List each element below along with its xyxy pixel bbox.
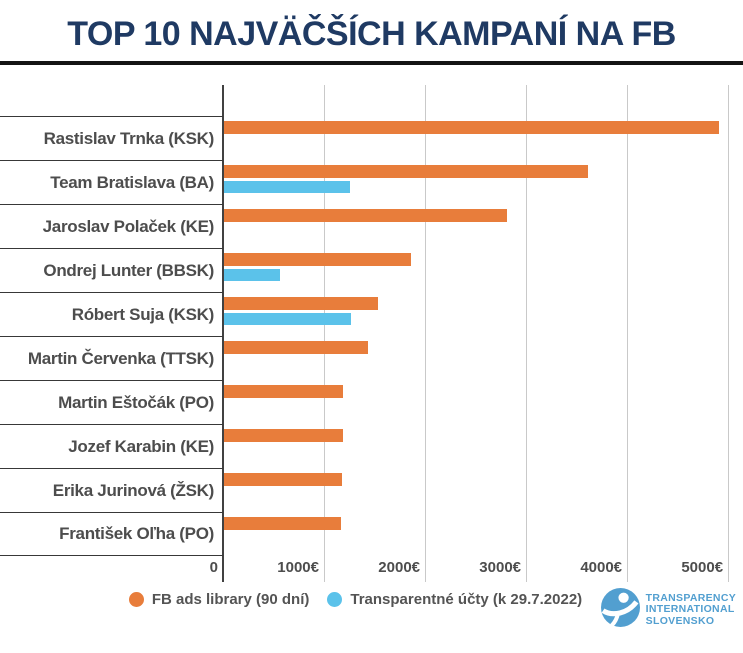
bar-group bbox=[223, 468, 743, 512]
bar-group bbox=[223, 248, 743, 292]
legend-label: Transparentné účty (k 29.7.2022) bbox=[350, 591, 583, 608]
category-label: Team Bratislava (BA) bbox=[0, 160, 223, 204]
bar-fb-ads bbox=[224, 165, 588, 178]
category-label: František Oľha (PO) bbox=[0, 512, 223, 556]
chart-row: Róbert Suja (KSK) bbox=[0, 292, 743, 336]
grid-line-3000 bbox=[526, 85, 528, 582]
bar-transparent-account bbox=[224, 181, 351, 193]
bar-fb-ads bbox=[224, 473, 342, 486]
legend-swatch-orange-icon bbox=[128, 592, 144, 607]
chart-row: Rastislav Trnka (KSK) bbox=[0, 116, 743, 160]
bar-fb-ads bbox=[224, 121, 719, 134]
grid-line-1000 bbox=[324, 85, 325, 582]
bar-group bbox=[223, 116, 743, 160]
bar-fb-ads bbox=[224, 429, 343, 442]
category-label: Jozef Karabin (KE) bbox=[0, 424, 223, 468]
legend-item-transparent-accounts: Transparentné účty (k 29.7.2022) bbox=[327, 591, 582, 608]
bar-fb-ads bbox=[224, 385, 344, 398]
x-tick-label: 5000€ bbox=[681, 559, 724, 576]
bar-group bbox=[223, 292, 743, 336]
bar-fb-ads bbox=[224, 517, 341, 530]
chart-row: Ondrej Lunter (BBSK) bbox=[0, 248, 743, 292]
bar-group bbox=[223, 380, 743, 424]
legend-item-fb-ads: FB ads library (90 dní) bbox=[128, 591, 310, 608]
bar-fb-ads bbox=[224, 297, 378, 310]
category-label: Ondrej Lunter (BBSK) bbox=[0, 248, 223, 292]
bar-group bbox=[223, 424, 743, 468]
x-tick-label: 4000€ bbox=[580, 559, 623, 576]
bar-group bbox=[223, 336, 743, 380]
chart-row: František Oľha (PO) bbox=[0, 512, 743, 556]
x-axis-ticks: 0 1000€ 2000€ 3000€ 4000€ 5000€ bbox=[0, 556, 743, 582]
bar-group bbox=[223, 160, 743, 204]
legend-label: FB ads library (90 dní) bbox=[151, 591, 310, 608]
x-tick-label: 0 bbox=[209, 559, 218, 576]
transparency-international-logo: TRANSPARENCY INTERNATIONAL SLOVENSKO bbox=[600, 588, 736, 632]
bar-fb-ads bbox=[224, 253, 411, 266]
chart-row: Jozef Karabin (KE) bbox=[0, 424, 743, 468]
category-label: Martin Červenka (TTSK) bbox=[0, 336, 223, 380]
grid-line-2000 bbox=[425, 85, 427, 582]
grid-line-5000 bbox=[728, 85, 730, 582]
category-label: Rastislav Trnka (KSK) bbox=[0, 116, 223, 160]
bar-fb-ads bbox=[224, 209, 507, 222]
bar-transparent-account bbox=[224, 313, 352, 325]
x-tick-label: 3000€ bbox=[479, 559, 522, 576]
logo-line-3: SLOVENSKO bbox=[645, 614, 715, 627]
logo-text: TRANSPARENCY INTERNATIONAL SLOVENSKO bbox=[645, 591, 736, 628]
x-tick-label: 2000€ bbox=[378, 559, 421, 576]
category-label: Martin Eštočák (PO) bbox=[0, 380, 223, 424]
chart-rows: Rastislav Trnka (KSK) Team Bratislava (BA… bbox=[0, 116, 743, 556]
chart-row: Jaroslav Polaček (KE) bbox=[0, 204, 743, 248]
chart-legend: FB ads library (90 dní) Transparentné úč… bbox=[0, 591, 743, 608]
category-label: Jaroslav Polaček (KE) bbox=[0, 204, 223, 248]
x-tick-label: 1000€ bbox=[277, 559, 319, 576]
bar-group bbox=[223, 512, 743, 556]
bar-transparent-account bbox=[224, 269, 280, 281]
bar-fb-ads bbox=[224, 341, 369, 354]
title-underline bbox=[0, 61, 743, 65]
bar-chart: Rastislav Trnka (KSK) Team Bratislava (BA… bbox=[0, 85, 743, 582]
chart-row: Martin Eštočák (PO) bbox=[0, 380, 743, 424]
legend-swatch-blue-icon bbox=[327, 592, 343, 607]
grid-line-4000 bbox=[627, 85, 629, 582]
transparency-globe-icon bbox=[600, 588, 640, 632]
page-title: TOP 10 NAJVÄČŠÍCH KAMPANÍ NA FB bbox=[67, 15, 676, 53]
category-label: Róbert Suja (KSK) bbox=[0, 292, 223, 336]
bar-group bbox=[223, 204, 743, 248]
logo-line-1: TRANSPARENCY bbox=[645, 591, 736, 604]
chart-row: Team Bratislava (BA) bbox=[0, 160, 743, 204]
category-label: Erika Jurinová (ŽSK) bbox=[0, 468, 223, 512]
chart-row: Martin Červenka (TTSK) bbox=[0, 336, 743, 380]
y-axis-line bbox=[222, 85, 224, 582]
chart-row: Erika Jurinová (ŽSK) bbox=[0, 468, 743, 512]
logo-line-2: INTERNATIONAL bbox=[645, 603, 735, 616]
